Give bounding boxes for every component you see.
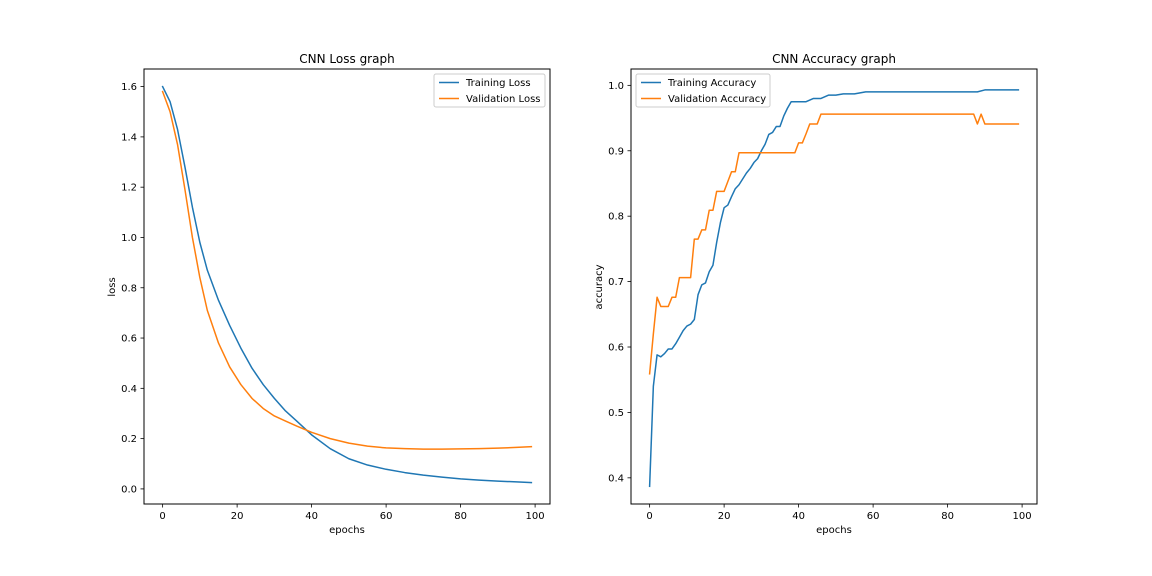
accuracy-series-training-accuracy xyxy=(648,89,1020,488)
accuracy-legend-validation-label: Validation Accuracy xyxy=(668,94,766,105)
accuracy-x-tick-label: 60 xyxy=(867,511,880,522)
loss-x-tick-label: 0 xyxy=(159,511,165,522)
loss-legend: Training Loss Validation Loss xyxy=(433,73,546,108)
accuracy-x-tick-label: 20 xyxy=(718,511,731,522)
loss-y-tick-label: 0.6 xyxy=(121,334,137,345)
accuracy-legend-training-label: Training Accuracy xyxy=(667,78,756,89)
accuracy-y-tick-label: 0.5 xyxy=(608,408,624,419)
accuracy-chart-title: CNN Accuracy graph xyxy=(772,52,896,66)
accuracy-x-axis-label: epochs xyxy=(816,525,852,536)
accuracy-x-tick-label: 80 xyxy=(941,511,954,522)
loss-y-tick-label: 0.4 xyxy=(121,384,137,395)
accuracy-y-tick-label: 0.7 xyxy=(608,277,624,288)
loss-legend-box xyxy=(433,73,546,108)
loss-y-tick-label: 0.2 xyxy=(121,434,137,445)
accuracy-y-tick-label: 0.4 xyxy=(608,473,624,484)
accuracy-y-tick-label: 0.8 xyxy=(608,212,624,223)
accuracy-y-tick-label: 0.9 xyxy=(608,146,624,157)
loss-y-tick-label: 1.0 xyxy=(121,233,137,244)
accuracy-y-tick-label: 0.6 xyxy=(608,343,624,354)
loss-plot-area: 0 20 40 60 80 100 0.0 0.2 0.4 0.6 0.8 1.0 1.2 1.4 1.6 xyxy=(121,82,545,522)
loss-axes-frame xyxy=(143,68,551,505)
accuracy-axes-frame xyxy=(630,68,1038,505)
loss-y-tick-label: 1.4 xyxy=(121,132,137,143)
loss-series-validation-loss xyxy=(161,90,533,450)
loss-chart: CNN Loss graph 0 20 40 60 80 1000.00.20.40.60… xyxy=(107,52,551,536)
loss-x-axis-label: epochs xyxy=(329,525,365,536)
loss-chart-title: CNN Loss graph xyxy=(299,52,394,66)
accuracy-x-tick-label: 0 xyxy=(646,511,652,522)
loss-y-axis-label: loss xyxy=(107,277,118,296)
accuracy-y-axis-label: accuracy xyxy=(594,264,605,309)
loss-y-tick-label: 0.8 xyxy=(121,283,137,294)
loss-x-tick-label: 20 xyxy=(231,511,244,522)
accuracy-series-validation-accuracy xyxy=(648,113,1020,375)
loss-y-tick-label: 1.2 xyxy=(121,183,137,194)
loss-y-tick-label: 0.0 xyxy=(121,484,137,495)
loss-y-tick-label: 1.6 xyxy=(121,82,137,93)
accuracy-x-tick-label: 100 xyxy=(1013,511,1032,522)
loss-x-tick-label: 60 xyxy=(380,511,393,522)
accuracy-x-tick-label: 40 xyxy=(792,511,805,522)
loss-legend-validation-label: Validation Loss xyxy=(466,94,541,105)
loss-series-training-loss xyxy=(161,85,533,484)
accuracy-legend: Training Accuracy Validation Accuracy xyxy=(635,73,771,108)
accuracy-legend-box xyxy=(635,73,771,108)
loss-x-tick-label: 80 xyxy=(454,511,467,522)
loss-x-tick-label: 40 xyxy=(305,511,318,522)
accuracy-y-tick-label: 1.0 xyxy=(608,81,624,92)
accuracy-chart: CNN Accuracy graph 0 20 40 60 80 100 0.4 0.5 0.6… xyxy=(594,52,1038,536)
loss-legend-training-label: Training Loss xyxy=(465,78,531,89)
loss-x-tick-label: 100 xyxy=(526,511,545,522)
accuracy-plot-area: 0 20 40 60 80 100 0.4 0.5 0.6 0.7 0.8 0.9 1.0 xyxy=(608,81,1032,522)
